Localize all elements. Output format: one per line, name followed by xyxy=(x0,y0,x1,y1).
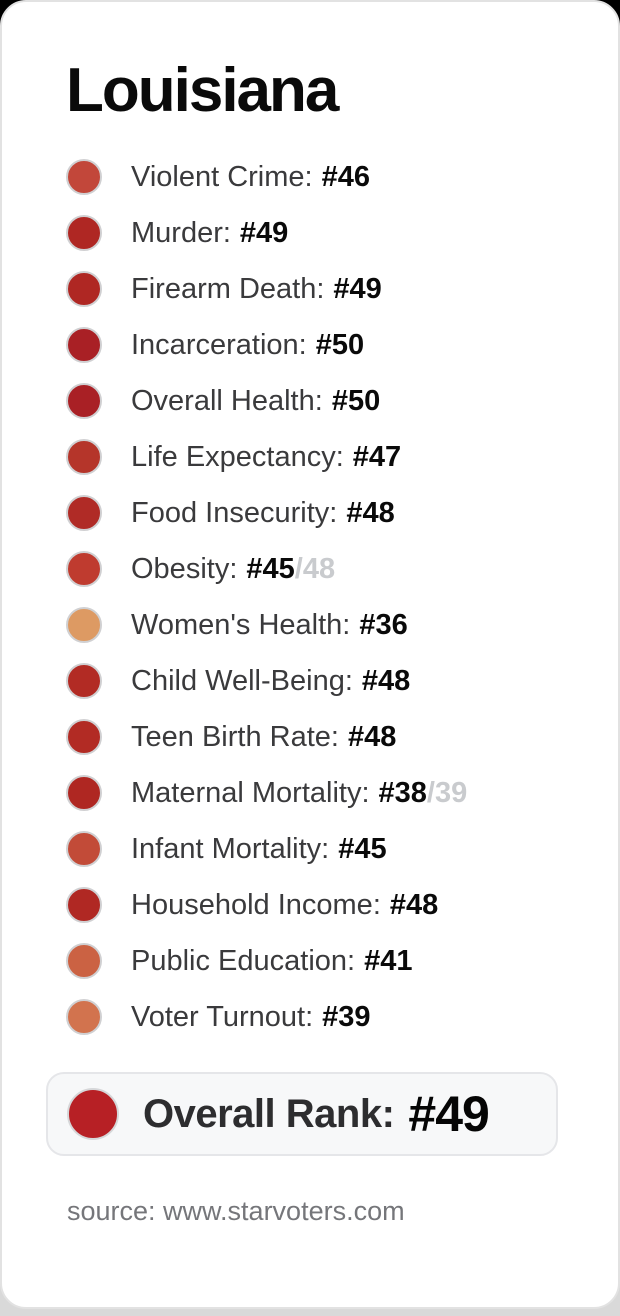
stat-row: Infant Mortality: #45 xyxy=(2,821,618,877)
rank-dot-icon xyxy=(66,383,102,420)
rank-dot-icon xyxy=(66,831,102,868)
rank-dot-icon xyxy=(66,999,102,1036)
overall-rank-dot-icon xyxy=(67,1088,119,1141)
stat-rank: #38 xyxy=(378,776,427,809)
stat-label: Life Expectancy: xyxy=(131,440,344,473)
stat-label: Murder: xyxy=(131,216,231,249)
stat-label: Overall Health: xyxy=(131,384,323,417)
stat-rank-total: /39 xyxy=(426,776,468,809)
stat-row: Murder: #49 xyxy=(2,205,618,261)
stat-row: Voter Turnout: #39 xyxy=(2,989,618,1045)
stat-row: Obesity: #45 /48 xyxy=(2,541,618,597)
overall-rank-value: #49 xyxy=(408,1086,489,1143)
source-text: source: www.starvoters.com xyxy=(67,1196,405,1227)
stat-label: Household Income: xyxy=(131,888,381,921)
stat-rank: #41 xyxy=(364,944,413,977)
stat-rank: #48 xyxy=(389,888,439,921)
stat-label: Violent Crime: xyxy=(131,160,313,193)
stat-label: Public Education: xyxy=(131,944,356,977)
stat-rank: #49 xyxy=(239,216,289,249)
stat-label: Firearm Death: xyxy=(131,272,325,305)
stat-row: Maternal Mortality: #38 /39 xyxy=(2,765,618,821)
stat-row: Violent Crime: #46 xyxy=(2,149,618,205)
rank-dot-icon xyxy=(66,495,102,532)
stat-row: Child Well-Being: #48 xyxy=(2,653,618,709)
rank-dot-icon xyxy=(66,439,102,476)
rank-dot-icon xyxy=(66,607,102,644)
rank-dot-icon xyxy=(66,943,102,980)
rank-dot-icon xyxy=(66,159,102,196)
stat-row: Household Income: #48 xyxy=(2,877,618,933)
stat-label: Voter Turnout: xyxy=(131,1000,314,1033)
page-title: Louisiana xyxy=(66,56,339,125)
stats-list: Violent Crime: #46 Murder: #49 Firearm D… xyxy=(2,149,618,1045)
rank-dot-icon xyxy=(66,271,102,308)
stat-label: Child Well-Being: xyxy=(131,664,353,697)
stat-rank: #48 xyxy=(361,664,411,697)
stat-rank: #50 xyxy=(331,384,381,417)
stat-label: Obesity: xyxy=(131,552,238,585)
stat-rank: #46 xyxy=(321,160,370,193)
rank-dot-icon xyxy=(66,327,102,364)
stat-label: Teen Birth Rate: xyxy=(131,720,339,753)
stat-row: Food Insecurity: #48 xyxy=(2,485,618,541)
stat-rank-total: /48 xyxy=(294,552,336,585)
stat-rank: #45 xyxy=(246,552,295,585)
overall-rank-box: Overall Rank: #49 xyxy=(46,1072,558,1157)
stat-row: Public Education: #41 xyxy=(2,933,618,989)
stat-label: Infant Mortality: xyxy=(131,832,330,865)
stat-rank: #50 xyxy=(315,328,365,361)
stat-row: Overall Health: #50 xyxy=(2,373,618,429)
stat-row: Firearm Death: #49 xyxy=(2,261,618,317)
stat-rank: #48 xyxy=(346,496,395,529)
rank-dot-icon xyxy=(66,719,102,756)
stat-row: Incarceration: #50 xyxy=(2,317,618,373)
rank-dot-icon xyxy=(66,663,102,700)
stat-row: Teen Birth Rate: #48 xyxy=(2,709,618,765)
stat-rank: #49 xyxy=(333,272,382,305)
rank-dot-icon xyxy=(66,215,102,252)
stat-rank: #45 xyxy=(338,832,387,865)
overall-rank-label: Overall Rank: xyxy=(143,1091,395,1136)
stat-label: Maternal Mortality: xyxy=(131,776,370,809)
rank-dot-icon xyxy=(66,775,102,812)
stat-label: Incarceration: xyxy=(131,328,307,361)
stat-row: Women's Health: #36 xyxy=(2,597,618,653)
stat-label: Food Insecurity: xyxy=(131,496,338,529)
rank-dot-icon xyxy=(66,887,102,924)
stat-rank: #47 xyxy=(352,440,402,473)
rank-dot-icon xyxy=(66,551,102,588)
stat-row: Life Expectancy: #47 xyxy=(2,429,618,485)
stat-rank: #48 xyxy=(347,720,397,753)
stat-rank: #36 xyxy=(359,608,408,641)
stat-rank: #39 xyxy=(322,1000,371,1033)
stat-label: Women's Health: xyxy=(131,608,351,641)
